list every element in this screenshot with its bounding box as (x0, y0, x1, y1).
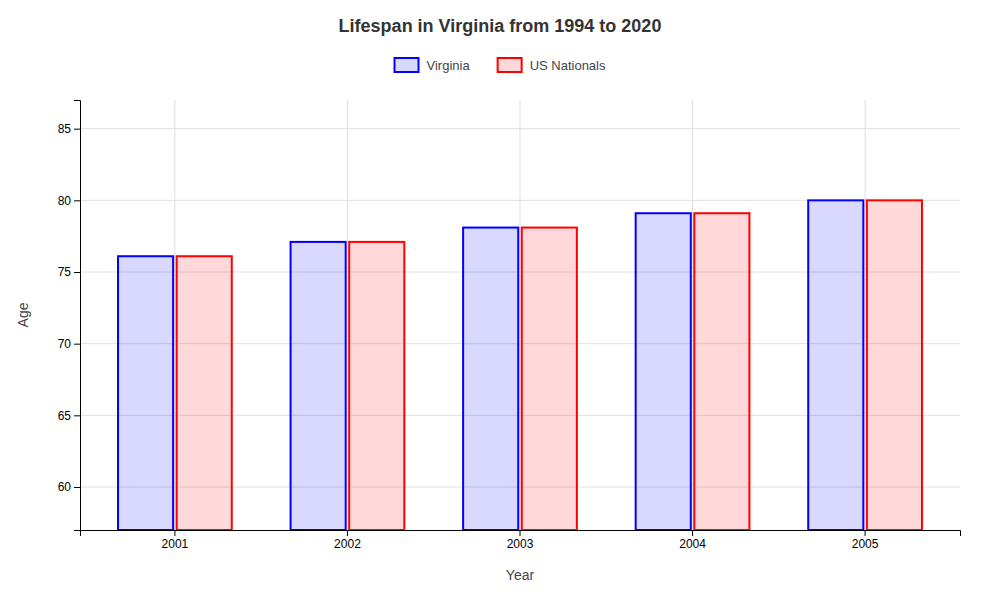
y-tick-mark (74, 487, 80, 488)
bar (118, 256, 173, 530)
x-axis-title: Year (506, 567, 535, 583)
y-tick-mark (74, 344, 80, 345)
x-tick-label: 2002 (334, 537, 361, 551)
grid (80, 100, 960, 530)
y-tick-mark (74, 415, 80, 416)
legend-swatch (498, 58, 522, 72)
x-tick-mark (865, 530, 866, 536)
x-tick-label: 2005 (852, 537, 879, 551)
bar (177, 256, 232, 530)
bars (118, 200, 922, 530)
y-tick: 60 (58, 480, 80, 494)
y-tick: 75 (58, 265, 80, 279)
x-tick-label: 2003 (507, 537, 534, 551)
chart-container: 60 65 70 75 80 85 2001 2002 2003 2004 2005 Lifespan… (0, 0, 1000, 600)
y-axis: 60 65 70 75 80 85 (58, 101, 81, 531)
y-axis-line (74, 101, 81, 531)
y-tick-mark (74, 272, 80, 273)
x-tick-mark (174, 530, 175, 536)
y-tick-mark (74, 129, 80, 130)
x-tick: 2002 (334, 530, 361, 551)
bar-series (118, 200, 863, 530)
y-axis-title: Age (15, 302, 31, 327)
x-tick-label: 2001 (162, 537, 189, 551)
y-tick-label: 80 (58, 194, 72, 208)
y-tick-label: 65 (58, 409, 72, 423)
legend-swatch (395, 58, 419, 72)
x-tick-mark (692, 530, 693, 536)
grid-line-x (347, 100, 348, 530)
y-tick-label: 85 (58, 122, 72, 136)
bar (867, 200, 922, 530)
legend-item: Virginia (395, 58, 471, 73)
y-tick: 80 (58, 194, 80, 208)
grid-line-x (174, 100, 175, 530)
legend-label: Virginia (427, 58, 471, 73)
chart-svg: 60 65 70 75 80 85 2001 2002 2003 2004 2005 Lifespan… (0, 0, 1000, 600)
plot-area: 60 65 70 75 80 85 2001 2002 2003 2004 2005 (58, 100, 961, 551)
bar (291, 242, 346, 530)
bar (349, 242, 404, 530)
y-tick: 65 (58, 409, 80, 423)
x-tick: 2001 (162, 530, 189, 551)
bar (522, 228, 577, 530)
x-axis: 2001 2002 2003 2004 2005 (81, 530, 961, 551)
x-tick-mark (347, 530, 348, 536)
y-tick-label: 70 (58, 337, 72, 351)
title: Lifespan in Virginia from 1994 to 2020 (339, 16, 662, 36)
x-axis-line (81, 531, 961, 537)
y-tick-mark (74, 200, 80, 201)
y-tick-label: 60 (58, 480, 72, 494)
legend: Virginia US Nationals (395, 58, 606, 73)
bar-series (177, 200, 922, 530)
grid-line-x (520, 100, 521, 530)
bar (636, 213, 691, 530)
x-tick-label: 2004 (679, 537, 706, 551)
legend-item: US Nationals (498, 58, 606, 73)
x-tick-mark (520, 530, 521, 536)
y-tick-label: 75 (58, 265, 72, 279)
y-tick: 85 (58, 122, 80, 136)
bar (808, 200, 863, 530)
legend-label: US Nationals (530, 58, 606, 73)
x-tick: 2004 (679, 530, 706, 551)
x-tick: 2005 (852, 530, 879, 551)
y-tick: 70 (58, 337, 80, 351)
bar (694, 213, 749, 530)
bar (463, 228, 518, 530)
grid-line-x (692, 100, 693, 530)
x-tick: 2003 (507, 530, 534, 551)
grid-line-x (865, 100, 866, 530)
